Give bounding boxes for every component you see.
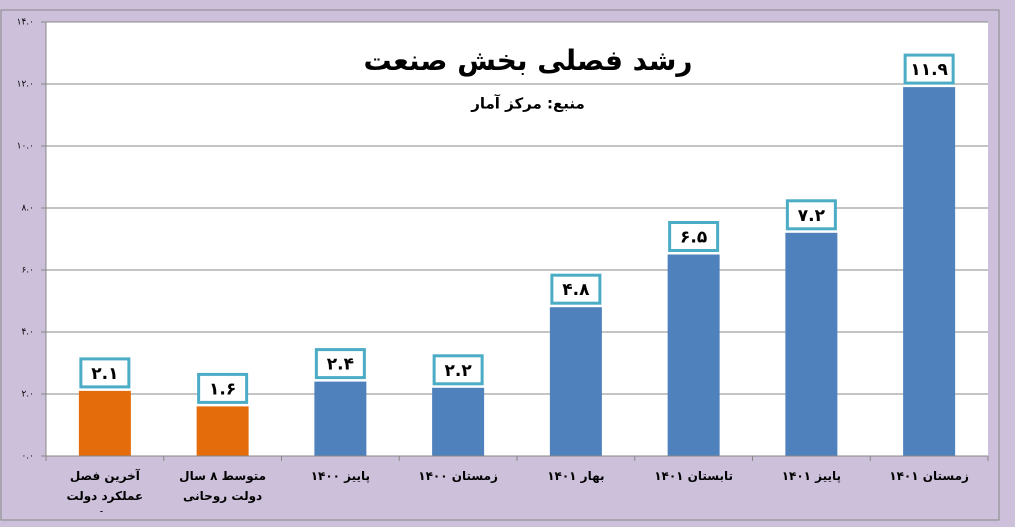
value-label: ۲.۴ bbox=[327, 355, 354, 375]
x-tick-label-box: آخرین فصل عملکرد دولت روحانی bbox=[66, 469, 144, 512]
y-tick-label: ۱۲.۰ bbox=[17, 80, 34, 90]
x-tick-label-box: زمستان ۱۴۰۱ bbox=[889, 469, 969, 483]
y-tick-label: ۰.۰ bbox=[21, 452, 34, 462]
value-label: ۲.۱ bbox=[91, 364, 118, 384]
bar bbox=[549, 307, 602, 456]
y-tick-label: ۱۰.۰ bbox=[17, 142, 34, 152]
x-tick-label: پاییز ۱۴۰۱ bbox=[781, 469, 842, 483]
value-label: ۱۱.۹ bbox=[910, 60, 948, 80]
y-tick-label: ۲.۰ bbox=[21, 390, 34, 400]
y-tick-label: ۴.۰ bbox=[21, 328, 34, 338]
bar bbox=[667, 254, 720, 456]
y-tick-label: ۱۴.۰ bbox=[17, 18, 34, 28]
bar bbox=[432, 387, 485, 456]
x-tick-label: تابستان ۱۴۰۱ bbox=[654, 469, 734, 483]
value-label: ۶.۵ bbox=[680, 228, 707, 248]
value-label-box bbox=[432, 354, 484, 386]
value-label: ۴.۸ bbox=[562, 280, 590, 300]
value-label-box bbox=[79, 357, 131, 389]
x-tick-label: متوسط ۸ سال دولت روحانی bbox=[179, 469, 267, 503]
y-tick-label: ۸.۰ bbox=[21, 204, 34, 214]
x-tick-label-box: بهار ۱۴۰۱ bbox=[547, 469, 605, 483]
x-tick-label: زمستان ۱۴۰۰ bbox=[418, 469, 498, 483]
value-label: ۲.۲ bbox=[445, 361, 473, 381]
plot-area bbox=[46, 22, 988, 456]
value-label-box bbox=[668, 221, 720, 252]
x-tick-label-box: پاییز ۱۴۰۱ bbox=[781, 469, 842, 483]
x-tick-label: پاییز ۱۴۰۰ bbox=[310, 469, 371, 483]
value-label-box bbox=[903, 53, 955, 85]
x-tick-label-box: پاییز ۱۴۰۰ bbox=[310, 469, 371, 483]
bar bbox=[314, 381, 367, 456]
chart-subtitle: منبع: مرکز آمار bbox=[470, 95, 585, 113]
bar bbox=[78, 390, 131, 456]
value-label-box bbox=[785, 199, 837, 231]
value-label: ۱.۶ bbox=[209, 379, 236, 399]
value-label-box bbox=[197, 372, 249, 404]
chart-frame bbox=[0, 9, 1000, 521]
chart-title: رشد فصلی بخش صنعت bbox=[364, 44, 693, 77]
bar bbox=[903, 87, 956, 456]
y-tick-label: ۶.۰ bbox=[21, 266, 34, 276]
bar bbox=[196, 406, 249, 456]
x-tick-label: زمستان ۱۴۰۱ bbox=[889, 469, 969, 483]
value-label-box bbox=[314, 348, 366, 380]
x-tick-label-box: تابستان ۱۴۰۱ bbox=[654, 469, 734, 483]
x-tick-label-box: متوسط ۸ سال دولت روحانی bbox=[179, 469, 267, 503]
value-label: ۷.۲ bbox=[798, 206, 826, 226]
x-tick-label-box: زمستان ۱۴۰۰ bbox=[418, 469, 498, 483]
bar bbox=[785, 232, 838, 456]
value-label-box bbox=[550, 273, 602, 305]
x-tick-label: آخرین فصل عملکرد دولت روحانی bbox=[66, 469, 144, 512]
x-tick-label: بهار ۱۴۰۱ bbox=[547, 469, 605, 483]
